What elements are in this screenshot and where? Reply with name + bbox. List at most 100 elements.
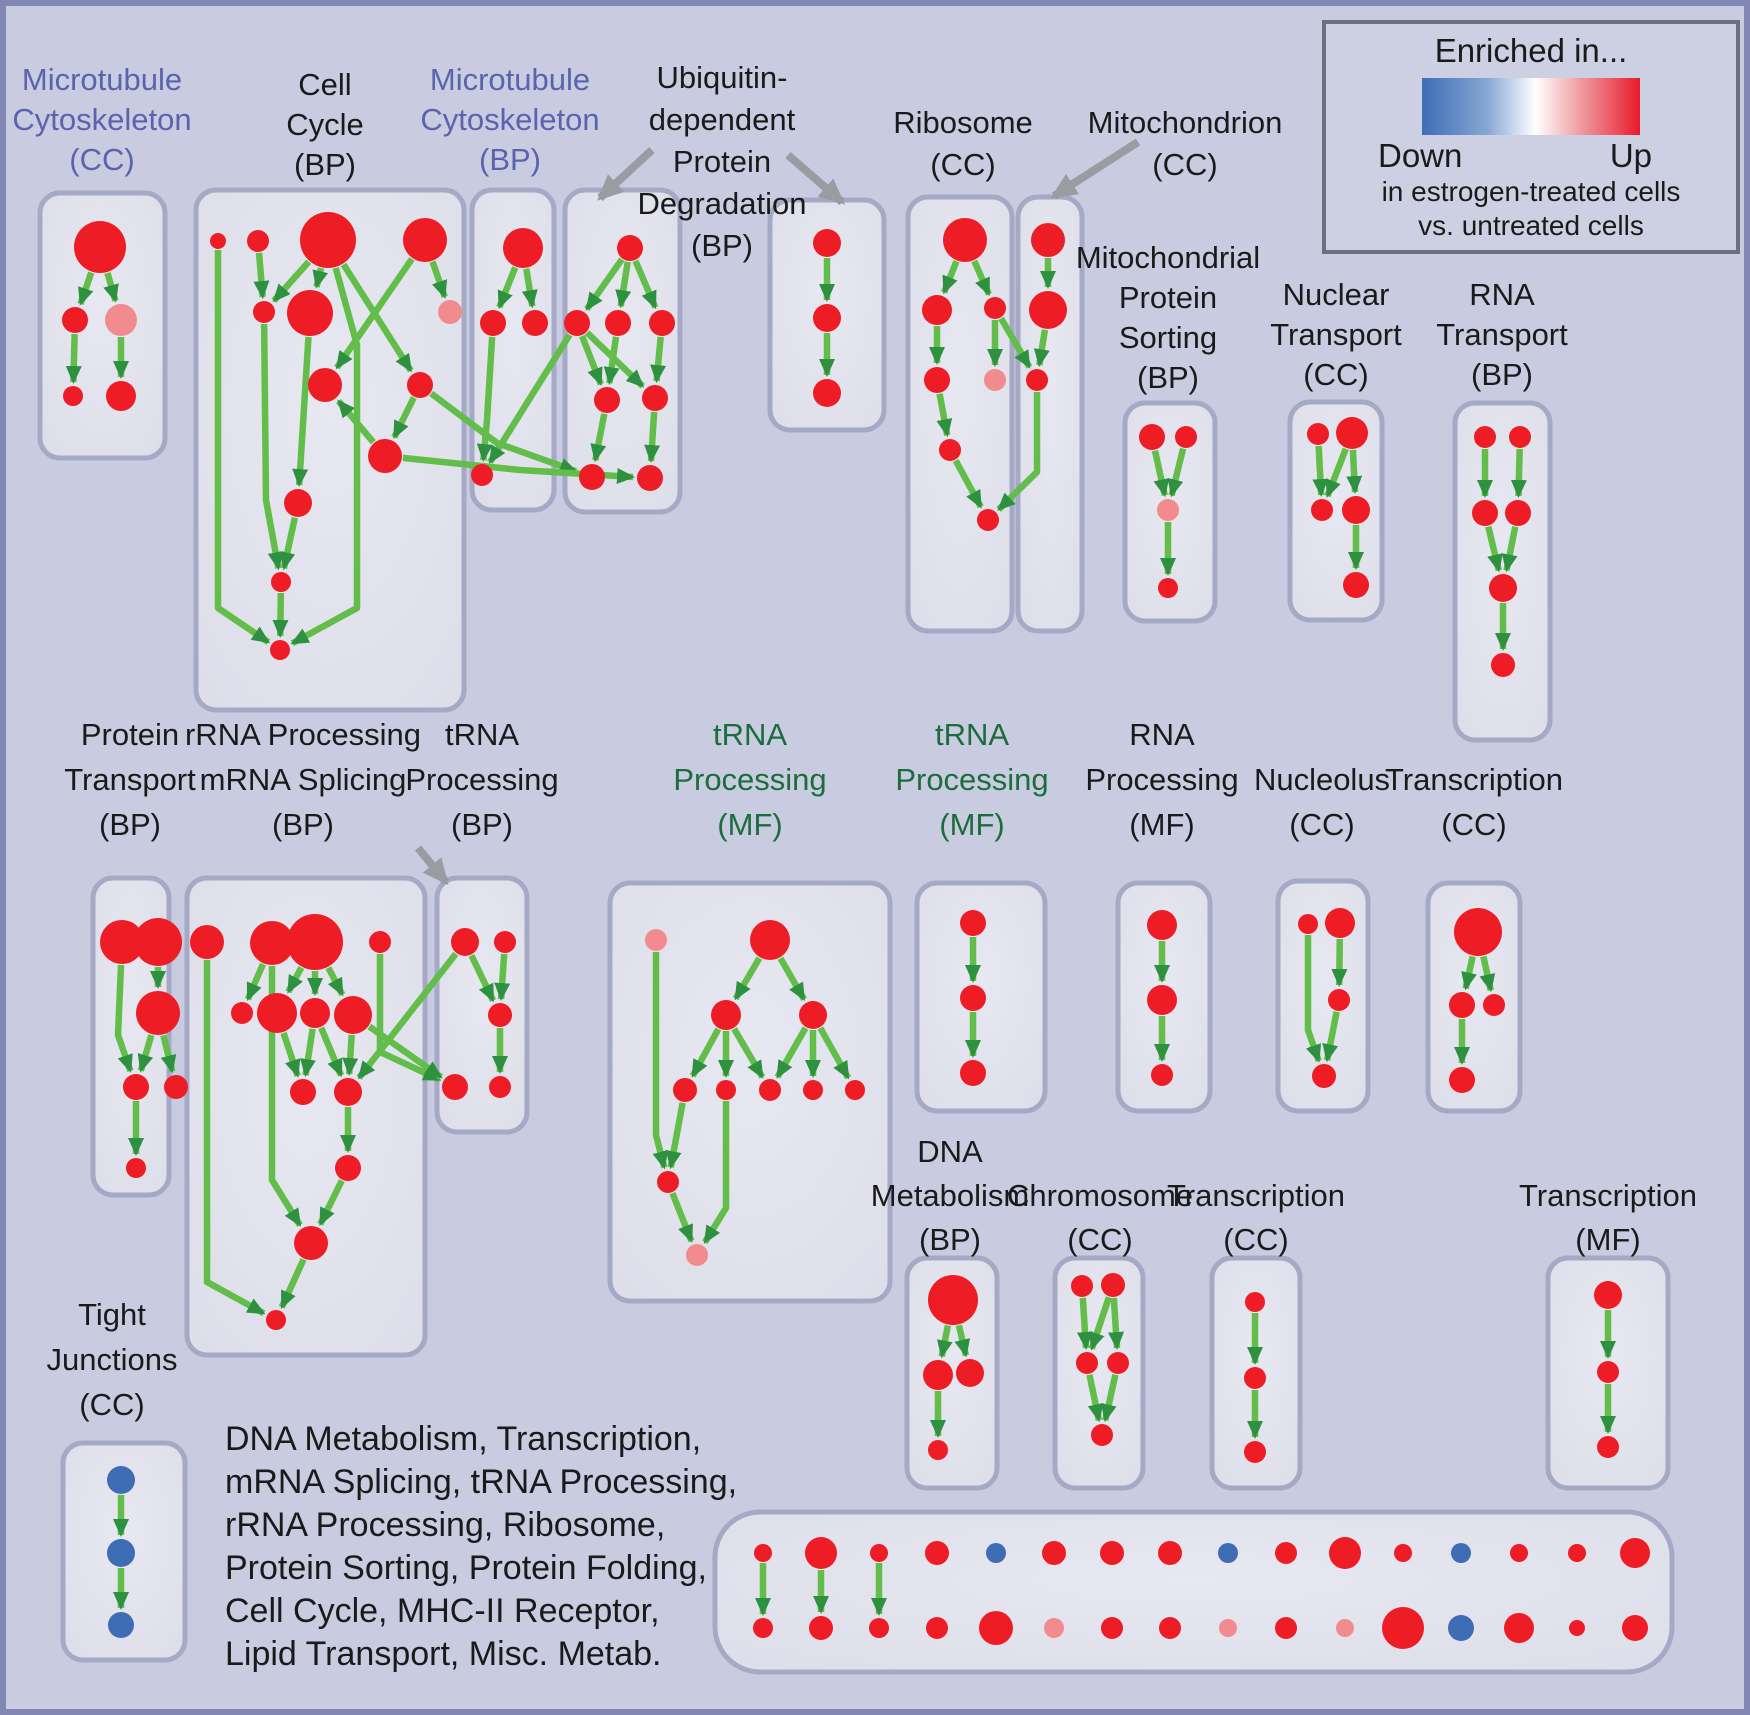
go-term-node-strip[interactable] xyxy=(925,1541,949,1565)
go-term-node-rnat[interactable] xyxy=(1505,500,1531,526)
go-term-node-strip[interactable] xyxy=(1394,1544,1412,1562)
go-term-node-rrna[interactable] xyxy=(334,996,372,1034)
go-term-node-mtbp[interactable] xyxy=(503,228,543,268)
go-term-node-rnat[interactable] xyxy=(1472,500,1498,526)
go-term-node-ub1[interactable] xyxy=(637,465,663,491)
go-term-node-rpmf[interactable] xyxy=(1147,910,1177,940)
go-term-node-strip[interactable] xyxy=(870,1544,888,1562)
go-term-node-chrom[interactable] xyxy=(1091,1424,1113,1446)
go-term-node-tmf[interactable] xyxy=(799,1001,827,1029)
go-term-node-pt[interactable] xyxy=(164,1075,188,1099)
go-term-node-rnat[interactable] xyxy=(1474,426,1496,448)
go-term-node-ribo[interactable] xyxy=(984,297,1006,319)
go-term-node-strip[interactable] xyxy=(805,1537,837,1569)
go-term-node-strip[interactable] xyxy=(869,1618,889,1638)
go-term-node-tmf[interactable] xyxy=(845,1080,865,1100)
go-term-node-nt[interactable] xyxy=(1342,496,1370,524)
go-term-node-ribo[interactable] xyxy=(977,509,999,531)
go-term-node-cc[interactable] xyxy=(287,290,333,336)
go-term-node-tmf[interactable] xyxy=(716,1080,736,1100)
go-term-node-strip[interactable] xyxy=(1329,1537,1361,1569)
go-term-node-strip[interactable] xyxy=(1622,1615,1648,1641)
go-term-node-chrom[interactable] xyxy=(1076,1352,1098,1374)
go-term-node-rnat[interactable] xyxy=(1491,653,1515,677)
go-term-node-tmf[interactable] xyxy=(803,1080,823,1100)
go-term-node-mito[interactable] xyxy=(1029,291,1067,329)
go-term-node-ub2[interactable] xyxy=(813,379,841,407)
go-term-node-rpmf[interactable] xyxy=(1151,1064,1173,1086)
go-term-node-strip[interactable] xyxy=(1218,1543,1238,1563)
go-term-node-dnam[interactable] xyxy=(928,1275,978,1325)
go-term-node-mtcc[interactable] xyxy=(105,304,137,336)
go-term-node-ub1[interactable] xyxy=(617,235,643,261)
go-term-node-tmf3[interactable] xyxy=(1594,1281,1622,1309)
go-term-node-dnam[interactable] xyxy=(956,1359,984,1387)
go-term-node-pt[interactable] xyxy=(134,918,182,966)
go-term-node-tcc1[interactable] xyxy=(1454,908,1502,956)
go-term-node-ub2[interactable] xyxy=(813,229,841,257)
go-term-node-strip[interactable] xyxy=(1042,1541,1066,1565)
go-term-node-mps[interactable] xyxy=(1157,499,1179,521)
go-term-node-tbp[interactable] xyxy=(488,1003,512,1027)
go-term-node-ribo[interactable] xyxy=(922,295,952,325)
go-term-node-nucl[interactable] xyxy=(1325,908,1355,938)
go-term-node-strip[interactable] xyxy=(1568,1544,1586,1562)
go-term-node-strip[interactable] xyxy=(1044,1618,1064,1638)
go-term-node-strip[interactable] xyxy=(1158,1541,1182,1565)
go-term-node-strip[interactable] xyxy=(754,1544,772,1562)
go-term-node-strip[interactable] xyxy=(1275,1542,1297,1564)
go-term-node-tmf[interactable] xyxy=(645,929,667,951)
go-term-node-chrom[interactable] xyxy=(1107,1352,1129,1374)
go-term-node-ribo[interactable] xyxy=(984,369,1006,391)
go-term-node-mtcc[interactable] xyxy=(106,381,136,411)
go-term-node-nt[interactable] xyxy=(1336,417,1368,449)
go-term-node-pt[interactable] xyxy=(100,920,144,964)
go-term-node-strip[interactable] xyxy=(926,1617,948,1639)
go-term-node-ribo[interactable] xyxy=(924,367,950,393)
go-term-node-ribo[interactable] xyxy=(943,218,987,262)
go-term-node-rrna[interactable] xyxy=(369,931,391,953)
go-term-node-strip[interactable] xyxy=(1219,1619,1237,1637)
go-term-node-strip[interactable] xyxy=(1510,1544,1528,1562)
go-term-node-rnat[interactable] xyxy=(1489,574,1517,602)
go-term-node-cc[interactable] xyxy=(270,640,290,660)
go-term-node-strip[interactable] xyxy=(809,1616,833,1640)
go-term-node-cc[interactable] xyxy=(300,212,356,268)
go-term-node-rrna[interactable] xyxy=(231,1002,253,1024)
go-term-node-ub1[interactable] xyxy=(594,387,620,413)
go-term-node-tbp[interactable] xyxy=(494,931,516,953)
go-term-node-strip[interactable] xyxy=(1382,1607,1424,1649)
go-term-node-mito[interactable] xyxy=(1031,223,1065,257)
go-term-node-strip[interactable] xyxy=(1569,1620,1585,1636)
go-term-node-tbp[interactable] xyxy=(451,928,479,956)
go-term-node-strip[interactable] xyxy=(1275,1617,1297,1639)
go-term-node-mito[interactable] xyxy=(1026,369,1048,391)
go-term-node-mps[interactable] xyxy=(1158,578,1178,598)
go-term-node-strip[interactable] xyxy=(1336,1619,1354,1637)
go-term-node-tmf2[interactable] xyxy=(960,985,986,1011)
go-term-node-tmf[interactable] xyxy=(673,1078,697,1102)
go-term-node-dnam[interactable] xyxy=(923,1360,953,1390)
go-term-node-pt[interactable] xyxy=(126,1158,146,1178)
go-term-node-tmf[interactable] xyxy=(711,1000,741,1030)
go-term-node-tmf2[interactable] xyxy=(960,910,986,936)
go-term-node-tmf3[interactable] xyxy=(1597,1436,1619,1458)
go-term-node-cc[interactable] xyxy=(253,301,275,323)
go-term-node-cc[interactable] xyxy=(271,572,291,592)
go-term-node-chrom[interactable] xyxy=(1101,1273,1125,1297)
go-term-node-strip[interactable] xyxy=(986,1543,1006,1563)
go-term-node-pt[interactable] xyxy=(136,991,180,1035)
go-term-node-cc[interactable] xyxy=(210,233,226,249)
go-term-node-rrna[interactable] xyxy=(287,914,343,970)
go-term-node-strip[interactable] xyxy=(1448,1615,1474,1641)
go-term-node-tmf3[interactable] xyxy=(1597,1361,1619,1383)
go-term-node-nucl[interactable] xyxy=(1328,989,1350,1011)
go-term-node-rrna[interactable] xyxy=(190,925,224,959)
go-term-node-tbp[interactable] xyxy=(442,1074,468,1100)
go-term-node-mtcc[interactable] xyxy=(63,386,83,406)
go-term-node-rrna[interactable] xyxy=(266,1310,286,1330)
go-term-node-tj[interactable] xyxy=(107,1539,135,1567)
go-term-node-strip[interactable] xyxy=(1451,1543,1471,1563)
go-term-node-cc[interactable] xyxy=(308,368,342,402)
go-term-node-rrna[interactable] xyxy=(334,1078,362,1106)
